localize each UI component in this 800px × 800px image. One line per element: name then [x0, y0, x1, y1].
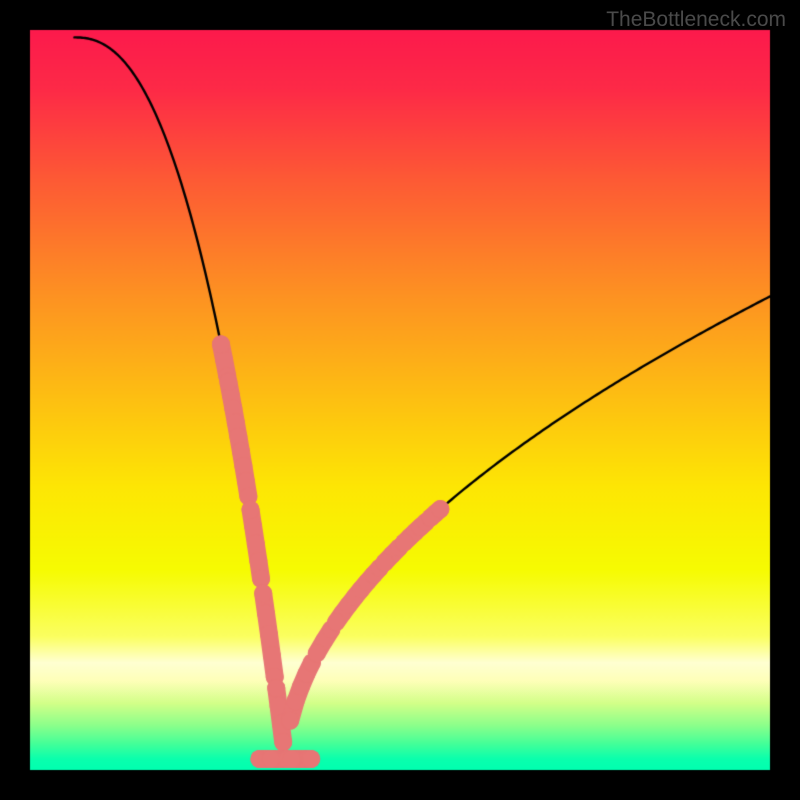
chart-container: TheBottleneck.com — [0, 0, 800, 800]
watermark-text: TheBottleneck.com — [606, 8, 786, 32]
bottleneck-gradient-chart — [0, 0, 800, 800]
